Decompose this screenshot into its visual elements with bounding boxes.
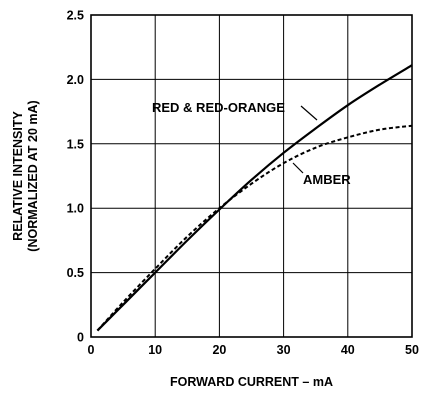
grid-lines <box>91 15 412 337</box>
y-axis-label-group: RELATIVE INTENSITY (NORMALIZED AT 20 mA) <box>11 100 40 251</box>
y-tick-label-0.5: 0.5 <box>67 266 84 280</box>
x-axis-label: FORWARD CURRENT – mA <box>170 375 333 389</box>
annotation-leader-amber <box>292 162 304 174</box>
y-tick-label-1: 1.0 <box>67 202 84 216</box>
x-tick-label-30: 30 <box>277 343 291 357</box>
x-tick-label-0: 0 <box>88 343 95 357</box>
y-axis-label-line2: (NORMALIZED AT 20 mA) <box>26 100 40 251</box>
y-axis-label-line1: RELATIVE INTENSITY <box>11 111 25 241</box>
annotation-leader-red <box>300 105 318 121</box>
series-layer <box>96 64 413 332</box>
series-line-red-red-orange <box>96 64 413 332</box>
y-tick-label-2: 2.0 <box>67 73 84 87</box>
series-line-amber <box>96 124 413 332</box>
y-tick-label-2.5: 2.5 <box>67 9 84 23</box>
x-tick-label-40: 40 <box>341 343 355 357</box>
plot-frame <box>90 14 413 338</box>
x-tick-label-20: 20 <box>212 343 226 357</box>
x-tick-label-50: 50 <box>405 343 419 357</box>
annotation-amber: AMBER <box>303 172 351 187</box>
tick-labels: 0 10 20 30 40 50 0 0.5 1.0 1.5 2.0 2.5 <box>67 9 419 358</box>
annotation-red-red-orange: RED & RED-ORANGE <box>152 100 285 115</box>
x-tick-label-10: 10 <box>148 343 162 357</box>
y-tick-label-0: 0 <box>77 331 84 345</box>
y-tick-label-1.5: 1.5 <box>67 137 84 151</box>
